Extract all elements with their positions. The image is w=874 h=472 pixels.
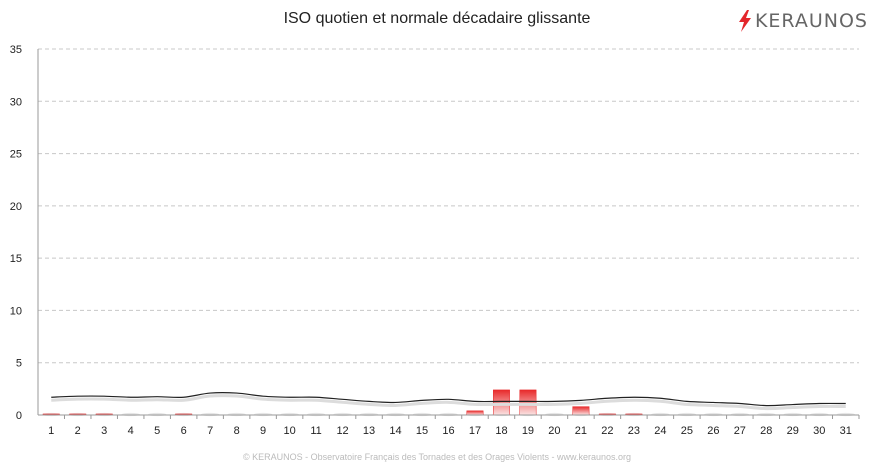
y-tick-label: 0 <box>16 410 22 422</box>
x-tick-label: 20 <box>548 425 560 437</box>
y-tick-label: 20 <box>10 201 22 213</box>
x-tick-label: 27 <box>734 425 746 437</box>
lightning-icon <box>738 10 751 32</box>
y-tick-label: 30 <box>10 96 22 108</box>
y-tick-label: 10 <box>10 305 22 317</box>
normal-line <box>51 391 846 407</box>
bar-day-18 <box>493 389 510 416</box>
x-tick-label: 2 <box>75 425 81 437</box>
x-tick-label: 10 <box>283 425 295 437</box>
x-tick-label: 26 <box>707 425 719 437</box>
x-tick-label: 28 <box>760 425 772 437</box>
x-tick-label: 23 <box>628 425 640 437</box>
x-tick-label: 18 <box>495 425 507 437</box>
y-tick-label: 15 <box>10 253 22 265</box>
x-tick-label: 31 <box>840 425 852 437</box>
brand-name: KERAUNOS <box>754 10 868 32</box>
y-tick-label: 35 <box>10 44 22 56</box>
x-tick-label: 24 <box>654 425 666 437</box>
normal-line-shadow <box>51 394 846 411</box>
y-tick-label: 25 <box>10 149 22 161</box>
chart-title: ISO quotien et normale décadaire glissan… <box>283 10 591 27</box>
x-tick-label: 29 <box>787 425 799 437</box>
bar-day-21 <box>572 406 590 416</box>
x-tick-label: 25 <box>681 425 693 437</box>
brand-logo: KERAUNOS <box>738 10 868 32</box>
x-tick-label: 8 <box>234 425 240 437</box>
x-tick-label: 22 <box>601 425 613 437</box>
x-tick-label: 6 <box>181 425 187 437</box>
x-tick-label: 21 <box>575 425 587 437</box>
x-tick-label: 9 <box>260 425 266 437</box>
x-tick-label: 13 <box>363 425 375 437</box>
y-tick-label: 5 <box>16 358 22 370</box>
x-tick-label: 16 <box>442 425 454 437</box>
x-tick-label: 12 <box>336 425 348 437</box>
x-tick-label: 5 <box>154 425 160 437</box>
x-tick-label: 15 <box>416 425 428 437</box>
x-tick-label: 4 <box>128 425 134 437</box>
x-tick-label: 3 <box>101 425 107 437</box>
x-tick-label: 1 <box>48 425 54 437</box>
x-tick-label: 14 <box>389 425 401 437</box>
bar-day-19 <box>519 389 537 416</box>
footer-credit: © KERAUNOS - Observatoire Français des T… <box>243 452 631 462</box>
x-tick-label: 19 <box>522 425 534 437</box>
x-tick-label: 7 <box>207 425 213 437</box>
x-tick-label: 17 <box>469 425 481 437</box>
bar-day-17 <box>466 410 484 416</box>
x-tick-label: 11 <box>310 425 321 437</box>
x-tick-label: 30 <box>813 425 825 437</box>
